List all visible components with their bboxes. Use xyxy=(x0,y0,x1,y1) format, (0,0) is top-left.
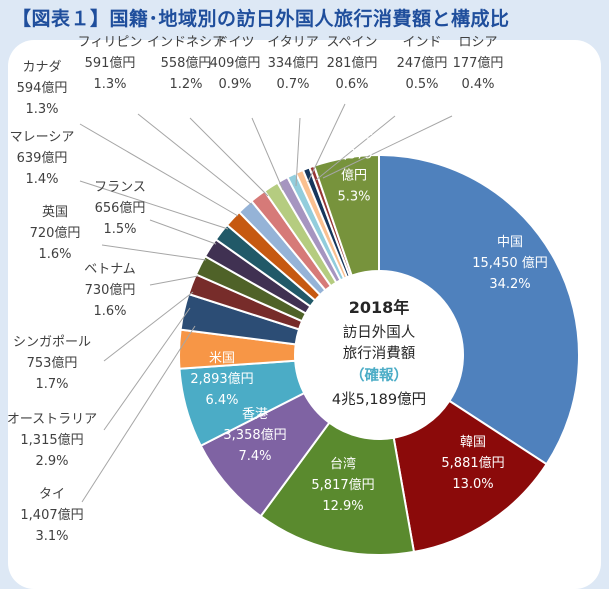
slice-7-percent-label: 1.7% xyxy=(35,377,68,392)
slice-19-amount-label: 177億円 xyxy=(453,55,504,71)
slice-8-name-label: ベトナム xyxy=(84,262,136,277)
slice-8-leader-line xyxy=(149,275,199,286)
slice-16-amount-label: 334億円 xyxy=(268,55,319,71)
slice-10-name-label: フランス xyxy=(94,180,146,195)
slice-20-amount-unit-label: 億円 xyxy=(341,168,367,184)
slice-17-percent-label: 0.6% xyxy=(335,77,368,92)
slice-0-amount-label: 15,450 億円 xyxy=(472,255,548,271)
slice-18-amount-label: 247億円 xyxy=(397,55,448,71)
slice-18-percent-label: 0.5% xyxy=(405,77,438,92)
slice-3-amount-label: 3,358億円 xyxy=(223,427,286,443)
slice-4-name-label: 米国 xyxy=(209,351,235,366)
slice-6-percent-label: 2.9% xyxy=(35,454,68,469)
slice-1-amount-label: 5,881億円 xyxy=(441,455,504,471)
slice-9-amount-label: 720億円 xyxy=(30,225,81,241)
slice-15-percent-label: 0.9% xyxy=(218,77,251,92)
slice-7-amount-label: 753億円 xyxy=(27,355,78,371)
slice-9-leader-line xyxy=(101,244,207,261)
slice-13-percent-label: 1.3% xyxy=(93,77,126,92)
slice-6-leader-line xyxy=(103,307,191,431)
chart-title: 【図表１】国籍･地域別の訪日外国人旅行消費額と構成比 xyxy=(12,8,510,30)
slice-18-name-label: インド xyxy=(402,35,441,50)
slice-3-percent-label: 7.4% xyxy=(238,449,271,464)
slice-9-name-label: 英国 xyxy=(42,205,68,220)
slice-11-name-label: マレーシア xyxy=(10,130,75,145)
slice-2-percent-label: 12.9% xyxy=(322,499,363,514)
slice-15-leader-line xyxy=(251,117,284,191)
slice-10-amount-label: 656億円 xyxy=(95,200,146,216)
slice-18-leader-line xyxy=(315,115,396,181)
slice-5-percent-label: 3.1% xyxy=(35,529,68,544)
slice-9-percent-label: 1.6% xyxy=(38,247,71,262)
slice-5-amount-label: 1,407億円 xyxy=(20,507,83,523)
slice-5-leader-line xyxy=(81,325,196,503)
slice-14-amount-label: 558億円 xyxy=(161,55,212,71)
slice-0-name-label: 中国 xyxy=(497,235,523,250)
slice-12-percent-label: 1.3% xyxy=(25,102,58,117)
slice-2-wedge xyxy=(259,421,416,556)
slice-15-amount-label: 409億円 xyxy=(210,55,261,71)
labels-group: 中国 15,450 億円 34.2% 韓国 5,881億円 13.0% 台湾 5,817億円 1… xyxy=(7,35,548,544)
center-status: （確報） xyxy=(350,366,408,384)
center-label: 2018年 訪日外国人 旅行消費額 （確報） 4兆5,189億円 xyxy=(332,298,426,408)
slice-7-name-label: シンガポール xyxy=(13,335,91,350)
slice-17-name-label: スペイン xyxy=(326,35,377,50)
slice-16-percent-label: 0.7% xyxy=(276,77,309,92)
center-total: 4兆5,189億円 xyxy=(332,391,426,408)
slice-13-name-label: フィリピン xyxy=(78,35,143,50)
slice-1-name-label: 韓国 xyxy=(460,435,486,450)
slice-5-name-label: タイ xyxy=(39,487,65,502)
slice-10-leader-line xyxy=(149,219,217,245)
slice-19-percent-label: 0.4% xyxy=(461,77,494,92)
slice-8-amount-label: 730億円 xyxy=(85,282,136,298)
slice-6-name-label: オーストラリア xyxy=(7,412,97,427)
slice-20-amount-label: 2,379 xyxy=(335,148,372,163)
slice-7-leader-line xyxy=(103,291,194,362)
slice-0-percent-label: 34.2% xyxy=(489,277,530,292)
slice-11-percent-label: 1.4% xyxy=(25,172,58,187)
slice-20-wedge xyxy=(312,153,380,277)
slice-4-amount-label: 2,893億円 xyxy=(190,371,253,387)
slice-3-name-label: 香港 xyxy=(242,407,268,422)
slice-16-leader-line xyxy=(295,117,301,187)
slice-19-name-label: ロシア xyxy=(458,35,497,50)
slice-4-percent-label: 6.4% xyxy=(205,393,238,408)
slice-14-leader-line xyxy=(189,117,269,197)
slice-12-leader-line xyxy=(79,123,239,217)
center-line2: 旅行消費額 xyxy=(343,345,416,362)
slice-1-wedge xyxy=(392,399,548,554)
slice-13-amount-label: 591億円 xyxy=(85,55,136,71)
slice-2-name-label: 台湾 xyxy=(330,456,356,472)
slice-17-leader-line xyxy=(307,103,346,183)
slice-19-leader-line xyxy=(322,115,453,179)
slice-14-name-label: インドネシア xyxy=(147,35,225,50)
slice-20-percent-label: 5.3% xyxy=(337,190,370,205)
slice-17-amount-label: 281億円 xyxy=(327,55,378,71)
slice-20-name-label: その他 xyxy=(334,127,373,142)
slice-11-leader-line xyxy=(79,180,229,230)
slice-2-amount-label: 5,817億円 xyxy=(311,477,374,493)
slice-14-percent-label: 1.2% xyxy=(169,77,202,92)
slice-11-amount-label: 639億円 xyxy=(17,150,68,166)
slice-0-wedge xyxy=(378,153,580,466)
slice-15-name-label: ドイツ xyxy=(215,35,254,50)
slice-1-percent-label: 13.0% xyxy=(452,477,493,492)
center-year: 2018年 xyxy=(349,298,410,317)
center-line1: 訪日外国人 xyxy=(343,324,416,341)
slice-8-percent-label: 1.6% xyxy=(93,304,126,319)
leader-lines-group xyxy=(79,103,453,503)
slice-16-name-label: イタリア xyxy=(267,35,318,50)
slice-6-amount-label: 1,315億円 xyxy=(20,432,83,448)
slice-12-name-label: カナダ xyxy=(22,60,61,75)
slice-13-leader-line xyxy=(137,113,253,206)
slice-12-amount-label: 594億円 xyxy=(17,80,68,96)
slice-10-percent-label: 1.5% xyxy=(103,222,136,237)
slices-group xyxy=(178,153,580,556)
